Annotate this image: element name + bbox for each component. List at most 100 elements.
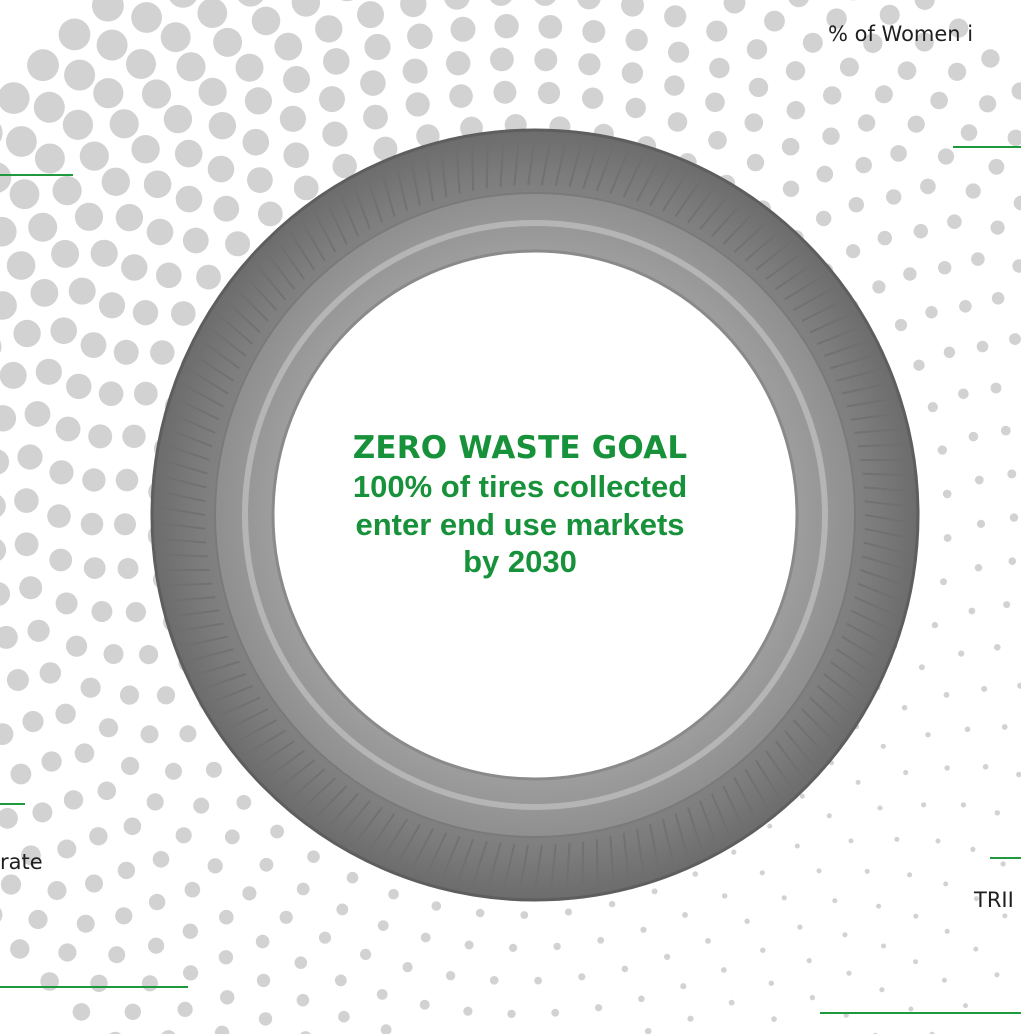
tread-mark	[381, 172, 396, 217]
halftone-dot	[34, 143, 65, 174]
halftone-dot	[219, 909, 234, 925]
halftone-dot	[63, 790, 84, 810]
halftone-dot	[141, 975, 158, 992]
halftone-dot	[274, 32, 303, 61]
halftone-dot	[768, 980, 774, 986]
halftone-dot	[28, 909, 48, 930]
halftone-dot	[929, 1031, 935, 1034]
tread-mark	[169, 428, 213, 448]
halftone-dot	[564, 908, 573, 916]
halftone-dot	[80, 677, 101, 698]
halftone-dot	[197, 0, 228, 28]
halftone-dot	[115, 203, 144, 232]
halftone-dot	[981, 49, 1000, 68]
halftone-dot	[376, 989, 388, 1000]
halftone-dot	[925, 732, 931, 738]
halftone-dot	[96, 29, 128, 61]
halftone-dot	[82, 468, 106, 492]
halftone-dot	[64, 59, 96, 91]
halftone-dot	[744, 113, 764, 132]
tread-mark	[194, 354, 235, 382]
halftone-dot	[664, 75, 685, 96]
halftone-dot	[1000, 425, 1011, 436]
halftone-dot	[279, 105, 306, 132]
tread-mark	[565, 843, 571, 889]
tread-mark	[289, 768, 326, 800]
halftone-dot	[338, 1010, 350, 1023]
halftone-dot	[595, 1004, 603, 1012]
halftone-dot	[420, 932, 431, 943]
halftone-dot	[121, 254, 148, 281]
halftone-dot	[874, 85, 893, 104]
halftone-dot	[921, 802, 927, 808]
halftone-dot	[101, 167, 130, 196]
halftone-dot	[258, 1012, 273, 1026]
halftone-dot	[667, 112, 688, 132]
halftone-dot	[943, 346, 956, 358]
halftone-dot	[74, 743, 95, 763]
halftone-dot	[270, 824, 284, 839]
tread-mark	[784, 274, 825, 301]
halftone-dot	[1007, 469, 1017, 479]
halftone-dot	[597, 936, 605, 944]
tread-mark	[163, 459, 208, 475]
halftone-dot	[293, 175, 319, 201]
label-top-right: % of Women i	[828, 22, 974, 46]
halftone-dot	[464, 940, 474, 950]
halftone-dot	[35, 358, 62, 385]
tread-mark	[396, 823, 421, 865]
halftone-dot	[431, 901, 442, 911]
halftone-dot	[490, 0, 512, 6]
halftone-dot	[886, 189, 902, 205]
tread-mark	[568, 142, 583, 188]
halftone-dot	[50, 317, 77, 345]
tread-mark	[218, 696, 261, 718]
tread-mark	[189, 648, 234, 662]
halftone-dot	[0, 807, 18, 829]
tread-mark	[636, 828, 645, 875]
tread-mark	[864, 527, 910, 540]
tread-mark	[754, 759, 782, 800]
halftone-dot	[944, 928, 950, 934]
halftone-dot	[174, 139, 203, 168]
tread-mark	[340, 800, 371, 837]
halftone-dot	[22, 710, 44, 733]
tread-mark	[314, 785, 348, 820]
halftone-dot	[235, 53, 264, 82]
halftone-dot	[146, 793, 164, 811]
halftone-dot	[826, 8, 847, 29]
halftone-dot	[0, 539, 7, 561]
halftone-dot	[0, 874, 22, 895]
halftone-dot	[1000, 861, 1006, 867]
halftone-dot	[816, 210, 832, 227]
tire-icon	[150, 128, 920, 902]
halftone-dot	[0, 291, 17, 320]
halftone-dot	[225, 231, 251, 257]
tread-mark	[864, 500, 911, 508]
tread-mark	[582, 144, 599, 189]
halftone-dot	[283, 66, 310, 93]
halftone-dot	[131, 135, 160, 164]
halftone-dot	[115, 907, 133, 925]
halftone-dot	[981, 685, 988, 692]
halftone-dot	[822, 127, 840, 145]
halftone-dot	[255, 934, 270, 949]
tread-mark	[595, 839, 599, 885]
halftone-dot	[21, 845, 41, 866]
halftone-dot	[160, 22, 191, 53]
halftone-dot	[958, 650, 965, 657]
halftone-dot	[27, 619, 50, 642]
halftone-dot	[802, 32, 823, 53]
halftone-dot	[156, 686, 176, 705]
halftone-dot	[0, 625, 18, 649]
halftone-dot	[251, 6, 281, 36]
halftone-dot	[109, 1031, 122, 1034]
tread-mark	[699, 800, 717, 844]
halftone-dot	[968, 607, 976, 615]
tread-mark	[245, 275, 278, 311]
halftone-dot	[857, 114, 876, 132]
halftone-dot	[938, 261, 952, 275]
halftone-dot	[407, 23, 433, 50]
halftone-dot	[10, 763, 32, 785]
halftone-dot	[771, 1016, 777, 1022]
